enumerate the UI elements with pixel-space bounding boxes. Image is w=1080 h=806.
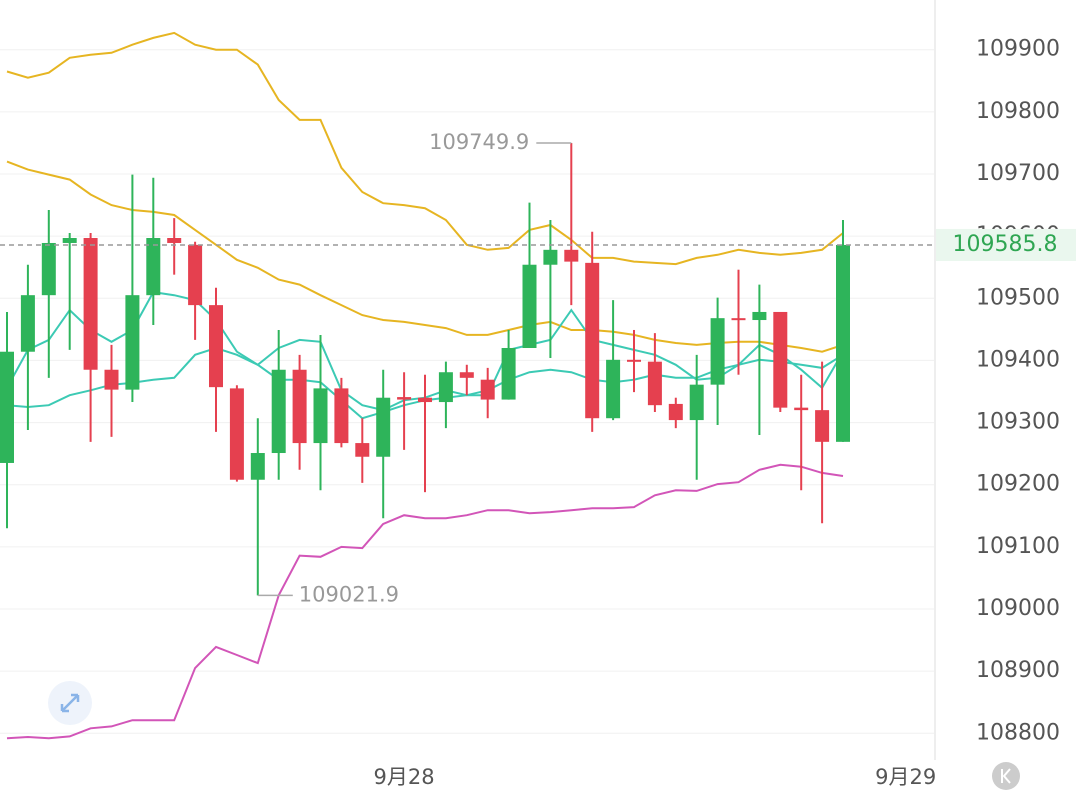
candle-body xyxy=(271,369,286,454)
candle-body xyxy=(83,238,98,370)
candle-body xyxy=(647,361,662,406)
y-tick-label: 109500 xyxy=(976,285,1060,310)
candle-body xyxy=(355,443,370,457)
indicator-line xyxy=(6,31,844,266)
candle-body xyxy=(209,305,223,388)
y-tick-label: 109000 xyxy=(976,596,1060,621)
candle-body xyxy=(627,359,641,362)
y-tick-label: 108800 xyxy=(976,720,1060,745)
indicator-line xyxy=(6,463,844,740)
candle-body xyxy=(564,249,579,262)
candle-body xyxy=(522,264,537,348)
candle-body xyxy=(41,242,56,296)
candle-body xyxy=(167,238,182,243)
candle-body xyxy=(292,369,307,444)
candle-body xyxy=(501,347,516,400)
candle-body xyxy=(188,244,203,306)
candle-body xyxy=(480,379,495,400)
x-tick-label: 9月28 xyxy=(374,765,435,789)
indicator-line xyxy=(6,160,844,353)
scroll-end-icon[interactable] xyxy=(992,762,1020,790)
candle-body xyxy=(668,403,683,421)
candle-body xyxy=(543,249,558,265)
candle-body xyxy=(146,238,161,296)
y-tick-label: 109200 xyxy=(976,472,1060,497)
annotation: 109749.9 xyxy=(429,130,529,154)
last-price-box xyxy=(936,228,1076,261)
y-tick-label: 109400 xyxy=(976,347,1060,372)
candle-body xyxy=(334,388,349,444)
candle-body xyxy=(815,410,830,442)
y-tick-label: 108900 xyxy=(976,658,1060,683)
grid xyxy=(0,49,935,734)
candle-body xyxy=(418,397,432,403)
y-tick-label: 109700 xyxy=(976,161,1060,186)
candle-body xyxy=(229,388,244,480)
candle-body xyxy=(313,388,328,444)
candle-body xyxy=(773,311,788,408)
candle-body xyxy=(585,262,600,419)
last-price-label: 109585.8 xyxy=(953,232,1058,257)
y-tick-label: 109300 xyxy=(976,410,1060,435)
x-tick-label: 9月29 xyxy=(875,765,936,789)
y-tick-label: 109900 xyxy=(976,37,1060,62)
candle-body xyxy=(836,244,850,442)
annotation: 109021.9 xyxy=(299,582,399,606)
expand-icon[interactable] xyxy=(48,681,92,725)
y-tick-label: 109800 xyxy=(976,99,1060,124)
candle-body xyxy=(752,311,767,321)
candle-body xyxy=(438,372,453,403)
candle-body xyxy=(104,369,119,390)
candle-body xyxy=(731,318,746,321)
candle-body xyxy=(606,359,621,419)
candle-body xyxy=(794,407,809,411)
candle-body xyxy=(250,453,265,480)
candle-body xyxy=(397,397,412,400)
candle-body xyxy=(62,238,77,243)
candle-body xyxy=(689,384,704,421)
candle-body xyxy=(20,295,35,352)
candle-body xyxy=(376,397,391,457)
candle-body xyxy=(459,372,474,378)
y-tick-label: 109100 xyxy=(976,534,1060,559)
candle-body xyxy=(710,318,725,385)
candle-body xyxy=(125,295,140,390)
candle-body xyxy=(0,351,14,463)
